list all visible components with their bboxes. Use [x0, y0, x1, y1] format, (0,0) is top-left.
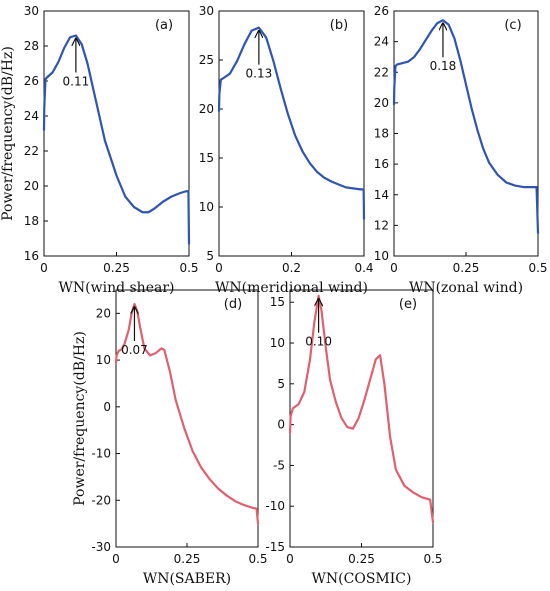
- y-tick-label: 10: [96, 353, 111, 367]
- x-axis-label: WN(zonal wind): [409, 280, 523, 296]
- panel-tag: (b): [330, 18, 348, 33]
- y-tick-label: 0: [103, 400, 111, 414]
- y-tick-label: 20: [96, 306, 111, 320]
- x-tick-label: 0.5: [248, 552, 267, 566]
- spectrum-line: [114, 302, 260, 525]
- plot-frame: [393, 10, 539, 257]
- plot-frame: [115, 289, 259, 548]
- panel-tag: (e): [399, 297, 417, 312]
- y-tick-label: 30: [24, 4, 39, 18]
- chart-panel-d: 0 0.25 0.5 -30 -20 -10 0 10 20 0.07 (d) WN(SABER) Po…: [72, 289, 268, 587]
- panel-tag: (d): [224, 297, 242, 312]
- x-axis-label: WN(wind shear): [59, 280, 175, 296]
- x-axis-label: WN(SABER): [143, 571, 231, 587]
- y-tick-label: 26: [24, 74, 39, 88]
- y-tick-label: 18: [374, 127, 389, 141]
- peak-label: 0.13: [246, 67, 273, 81]
- y-tick-label: -10: [91, 447, 111, 461]
- chart-panel-b: 0 0.2 0.4 5 10 15 20 25 30 0.13 (b) WN(meridional w…: [199, 4, 374, 296]
- y-tick-label: 15: [270, 295, 285, 309]
- y-tick-label: 24: [374, 35, 389, 49]
- y-tick-label: -5: [273, 458, 285, 472]
- x-tick-label: 0.25: [174, 552, 201, 566]
- plot-frame: [289, 289, 434, 548]
- y-tick-label: 10: [270, 336, 285, 350]
- peak-label: 0.10: [305, 335, 332, 349]
- y-tick-label: -15: [265, 540, 285, 554]
- spectrum-line: [42, 34, 191, 245]
- peak-label: 0.11: [63, 75, 90, 89]
- y-tick-label: 10: [374, 249, 389, 263]
- y-tick-label: 30: [199, 4, 214, 18]
- panel-tag: (c): [504, 18, 521, 33]
- panel-tag: (a): [155, 18, 173, 33]
- x-tick-label: 0.25: [453, 261, 480, 275]
- y-tick-label: 20: [24, 179, 39, 193]
- peak-label: 0.07: [121, 343, 148, 357]
- y-tick-label: -20: [91, 493, 111, 507]
- x-tick-label: 0.25: [103, 261, 130, 275]
- x-tick-label: 0: [112, 552, 120, 566]
- x-tick-label: 0: [286, 552, 294, 566]
- y-tick-label: 22: [24, 144, 39, 158]
- y-tick-label: 20: [374, 96, 389, 110]
- y-axis-label: Power/frequency(dB/Hz): [0, 46, 16, 221]
- y-tick-label: 20: [199, 102, 214, 116]
- plot-frame: [218, 10, 365, 257]
- y-tick-label: 18: [24, 214, 39, 228]
- y-tick-label: 25: [199, 53, 214, 67]
- y-tick-label: 5: [206, 249, 214, 263]
- spectrum-line: [288, 294, 435, 524]
- y-tick-label: 24: [24, 109, 39, 123]
- x-axis-label: WN(meridional wind): [215, 280, 368, 296]
- y-tick-label: 15: [199, 151, 214, 165]
- chart-panel-e: 0 0.25 0.5 -15 -10 -5 0 5 10 15 0.10 (e) WN(COSMIC): [265, 289, 443, 587]
- x-tick-label: 0.5: [179, 261, 198, 275]
- y-tick-label: -30: [91, 540, 111, 554]
- y-tick-label: 10: [199, 200, 214, 214]
- y-tick-label: 16: [374, 157, 389, 171]
- spectrum-line: [392, 19, 540, 235]
- x-tick-label: 0.25: [348, 552, 375, 566]
- x-tick-label: 0.5: [528, 261, 547, 275]
- y-tick-label: -10: [265, 499, 285, 513]
- x-tick-label: 0: [390, 261, 398, 275]
- y-tick-label: 12: [374, 218, 389, 232]
- y-tick-label: 26: [374, 4, 389, 18]
- spectrum-line: [217, 26, 366, 220]
- y-tick-label: 16: [24, 249, 39, 263]
- y-tick-label: 14: [374, 188, 389, 202]
- x-tick-label: 0.2: [282, 261, 301, 275]
- y-tick-label: 28: [24, 39, 39, 53]
- x-tick-label: 0: [40, 261, 48, 275]
- chart-panel-c: 0 0.25 0.5 10 12 14 16 18 20 22 24 26 0.18 (c) WN(zona…: [374, 4, 548, 296]
- plot-frame: [43, 10, 190, 257]
- x-tick-label: 0.4: [354, 261, 373, 275]
- y-tick-label: 22: [374, 65, 389, 79]
- x-tick-label: 0.5: [423, 552, 442, 566]
- y-tick-label: 5: [277, 377, 285, 391]
- peak-label: 0.18: [430, 59, 457, 73]
- y-axis-label: Power/frequency(dB/Hz): [72, 331, 88, 506]
- chart-panel-a: 0 0.25 0.5 16 18 20 22 24 26 28 30 0.11 (a) WN(wind s…: [0, 4, 199, 296]
- y-tick-label: 0: [277, 418, 285, 432]
- x-axis-label: WN(COSMIC): [312, 571, 412, 587]
- x-tick-label: 0: [215, 261, 223, 275]
